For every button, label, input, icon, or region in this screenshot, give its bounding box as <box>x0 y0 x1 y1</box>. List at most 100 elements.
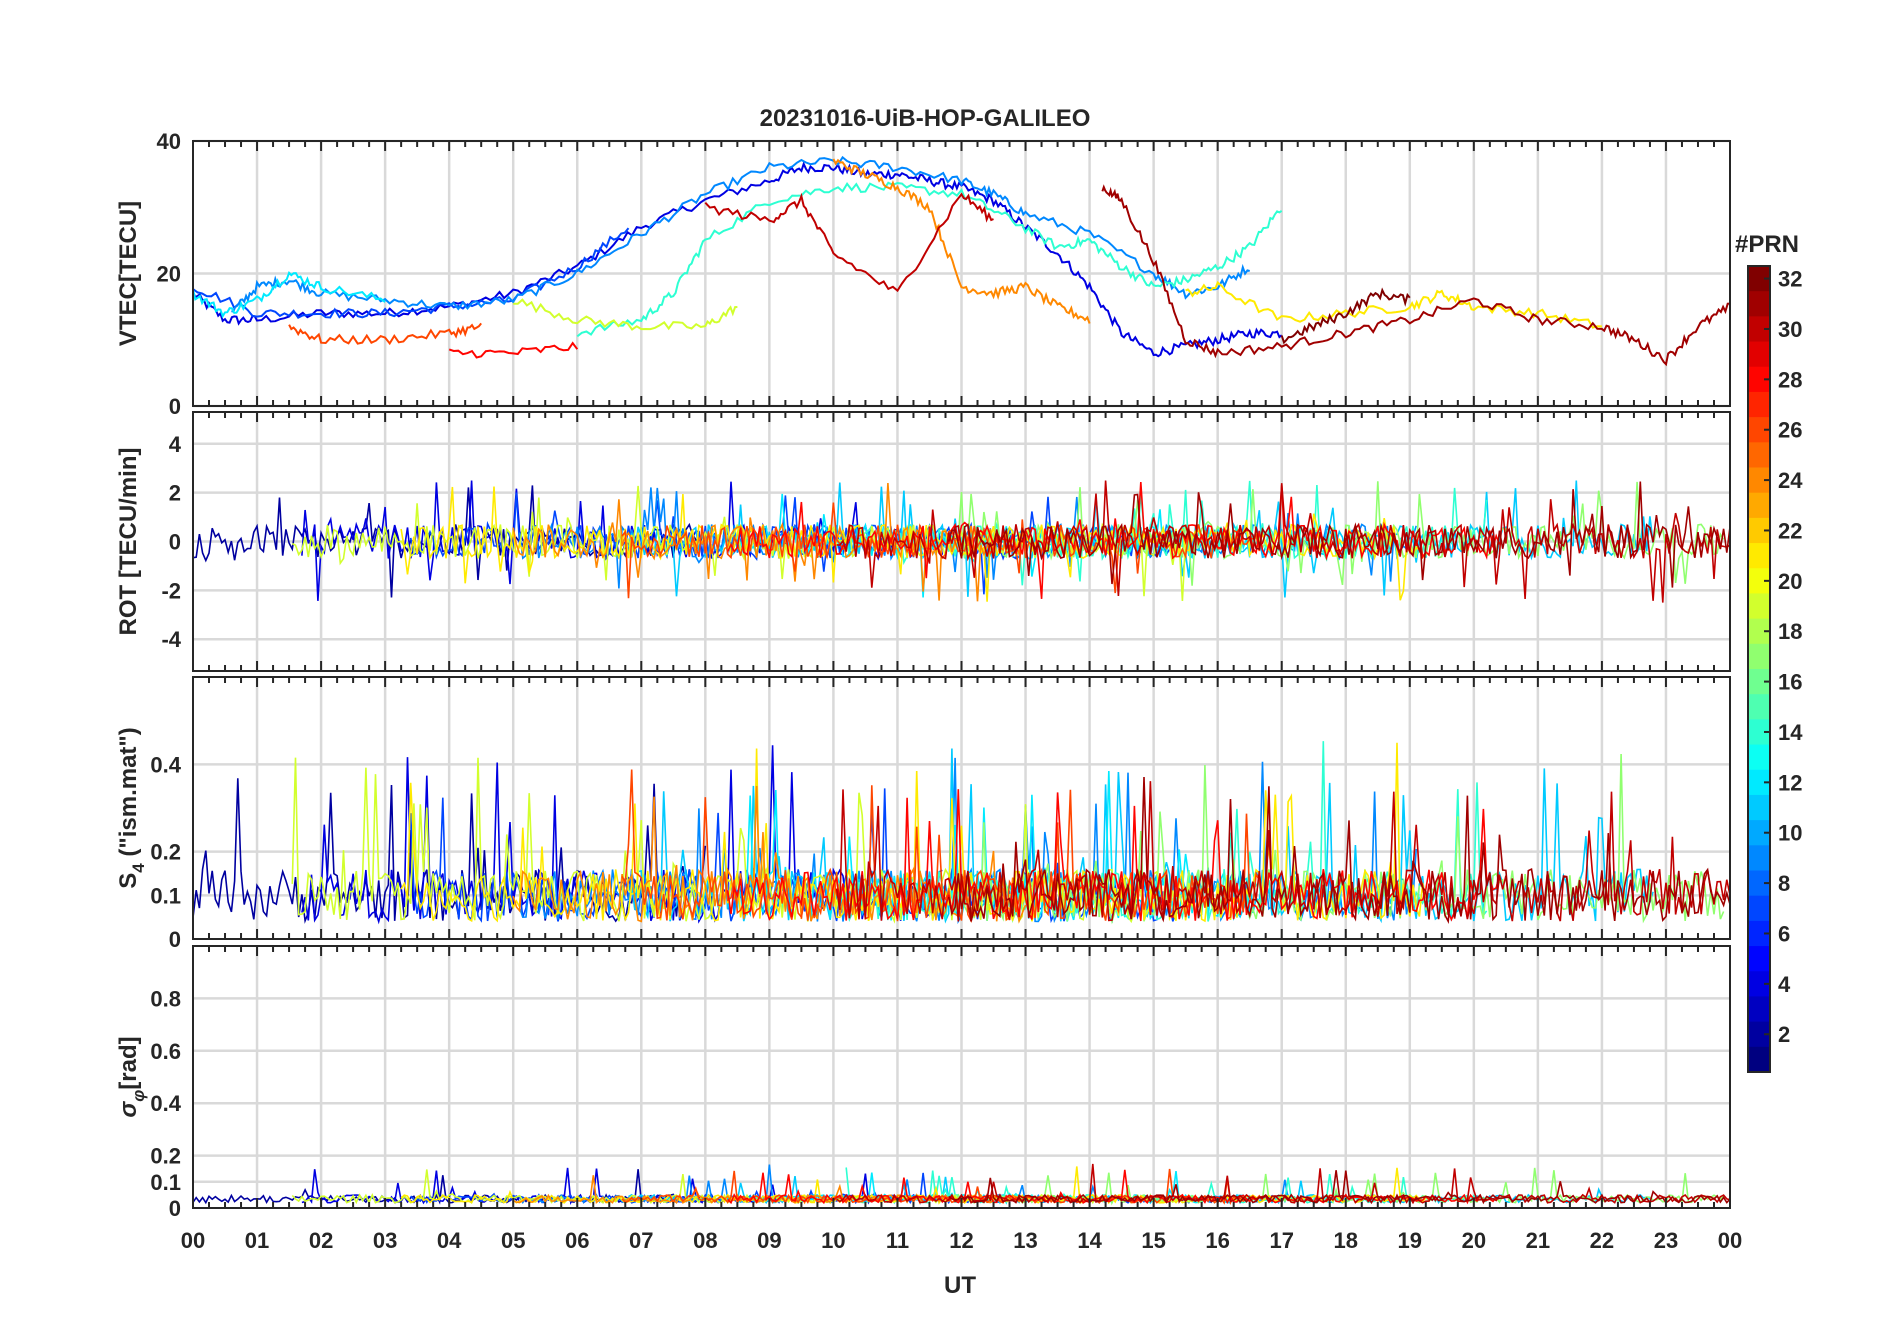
colorbar-swatch <box>1748 366 1770 393</box>
colorbar-swatch <box>1748 719 1770 746</box>
trace-prn-31 <box>948 1170 1730 1205</box>
x-tick-label: 08 <box>693 1228 717 1253</box>
traces <box>193 1163 1730 1206</box>
trace-prn-24 <box>512 483 1027 602</box>
colorbar-tick-label: 6 <box>1778 921 1790 946</box>
colorbar-swatch <box>1748 568 1770 595</box>
x-tick-label: 04 <box>437 1228 462 1253</box>
vtec-series-prn-7 <box>193 227 630 319</box>
colorbar-tick-label: 30 <box>1778 317 1802 342</box>
colorbar-tick-label: 20 <box>1778 569 1802 594</box>
colorbar-swatch <box>1748 618 1770 645</box>
vtec-series-prn-28 <box>448 341 579 359</box>
colorbar-swatch <box>1748 391 1770 418</box>
colorbar-swatch <box>1748 417 1770 443</box>
y-tick-label: 0.1 <box>150 883 181 908</box>
panel-4: 00.10.20.40.60.8σφ[rad] <box>115 945 1731 1221</box>
panel-1: 0 20 40 VTEC[TECU] <box>115 129 1731 419</box>
colorbar-swatch <box>1748 845 1770 872</box>
colorbar-tick-label: 24 <box>1778 468 1803 493</box>
y-tick-label: 0.1 <box>150 1170 181 1195</box>
colorbar-swatch <box>1748 1046 1770 1073</box>
x-tick-label: 05 <box>501 1228 525 1253</box>
colorbar-swatch <box>1748 946 1770 972</box>
x-tick-label: 19 <box>1398 1228 1422 1253</box>
y-axis-label: S4 ("ism.mat") <box>115 727 148 889</box>
y-tick-label: 0 <box>169 1196 181 1221</box>
x-tick-label: 11 <box>886 1228 909 1253</box>
y-tick-label: -4 <box>161 627 181 652</box>
x-tick-label: 23 <box>1654 1228 1678 1253</box>
y-axis-label: ROT [TECU/min] <box>115 448 142 636</box>
vtec-series-prn-32 <box>1280 287 1411 345</box>
colorbar-swatch <box>1748 694 1770 720</box>
y-tick-label: 0 <box>169 394 181 419</box>
y-tick-label: 0.4 <box>150 1091 181 1116</box>
trace-prn-31 <box>947 776 1730 925</box>
x-tick-label: 18 <box>1334 1228 1358 1253</box>
traces <box>193 155 1730 367</box>
vtec-series-prn-31 <box>1101 184 1730 367</box>
x-axis-label: UT <box>944 1272 976 1299</box>
x-tick-label: 20 <box>1462 1228 1486 1253</box>
x-tick-labels: 00 01 02 03 04 05 06 07 08 09 10 11 12 13 14 15 16 17 18 19… <box>181 1228 1742 1253</box>
y-tick-label: 0.2 <box>150 1144 181 1169</box>
x-tick-label: 03 <box>373 1228 397 1253</box>
colorbar-tick-label: 16 <box>1778 670 1802 695</box>
vtec-series-prn-24 <box>832 158 1091 324</box>
colorbar-tick-label: 22 <box>1778 518 1802 543</box>
vtec-series-prn-9 <box>231 155 1250 313</box>
y-axis-label-rest: ("ism.mat") <box>115 727 142 863</box>
y-tick-label: 0.8 <box>150 986 181 1011</box>
colorbar-tick-label: 32 <box>1778 267 1802 292</box>
x-tick-label: 21 <box>1526 1228 1550 1253</box>
x-tick-label: 16 <box>1205 1228 1229 1253</box>
chart-title: 20231016-UiB-HOP-GALILEO <box>760 105 1091 132</box>
x-tick-label: 01 <box>245 1228 269 1253</box>
colorbar-tick-label: 14 <box>1778 720 1803 745</box>
y-tick-label: 0.2 <box>150 840 181 865</box>
colorbar-tick-label: 26 <box>1778 418 1802 443</box>
vtec-series-prn-19 <box>513 298 738 331</box>
colorbar-frame <box>1747 265 1771 1073</box>
x-tick-label: 15 <box>1141 1228 1165 1253</box>
traces <box>193 480 1730 603</box>
x-tick-label: 17 <box>1269 1228 1293 1253</box>
colorbar-tick-label: 28 <box>1778 367 1802 392</box>
vtec-series-prn-30 <box>704 192 994 293</box>
colorbar-swatch <box>1748 769 1770 796</box>
colorbar-tick-label: 18 <box>1778 619 1802 644</box>
y-axis-label: VTEC[TECU] <box>115 201 142 346</box>
colorbar-swatch <box>1748 920 1770 947</box>
colorbar-swatch <box>1748 492 1770 519</box>
y-tick-label: -2 <box>161 578 181 603</box>
vtec-series-prn-14 <box>576 181 1283 338</box>
panel-2: -4 -2 0 2 4 ROT [TECU/min] <box>115 411 1731 672</box>
trace-prn-24 <box>512 785 1027 924</box>
trace-prn-7 <box>409 492 1180 595</box>
y-tick-label: 4 <box>169 432 182 457</box>
colorbar-swatch <box>1748 971 1770 998</box>
colorbar-swatch <box>1748 341 1770 368</box>
x-tick-label: 13 <box>1013 1228 1037 1253</box>
colorbar-tick-label: 2 <box>1778 1022 1790 1047</box>
x-tick-label: 02 <box>309 1228 333 1253</box>
vtec-series-prn-26 <box>288 322 482 346</box>
y-axis-label-subscript: φ <box>129 1090 148 1102</box>
y-tick-label: 40 <box>157 129 181 154</box>
y-tick-label: 0 <box>169 530 181 555</box>
y-axis-label: σφ[rad] <box>115 1036 148 1117</box>
y-tick-label: 2 <box>169 481 181 506</box>
x-tick-label: 07 <box>629 1228 653 1253</box>
trace-prn-31 <box>947 481 1730 588</box>
y-axis-label-main: S <box>115 873 142 889</box>
vtec-series-prn-12 <box>193 270 386 319</box>
colorbar-swatch <box>1748 291 1770 317</box>
x-tick-label: 12 <box>949 1228 973 1253</box>
x-tick-label: 09 <box>757 1228 781 1253</box>
colorbar-tick-label: 8 <box>1778 871 1790 896</box>
x-tick-label: 22 <box>1590 1228 1614 1253</box>
x-tick-label: 00 <box>1718 1228 1742 1253</box>
colorbar-tick-label: 10 <box>1778 821 1802 846</box>
